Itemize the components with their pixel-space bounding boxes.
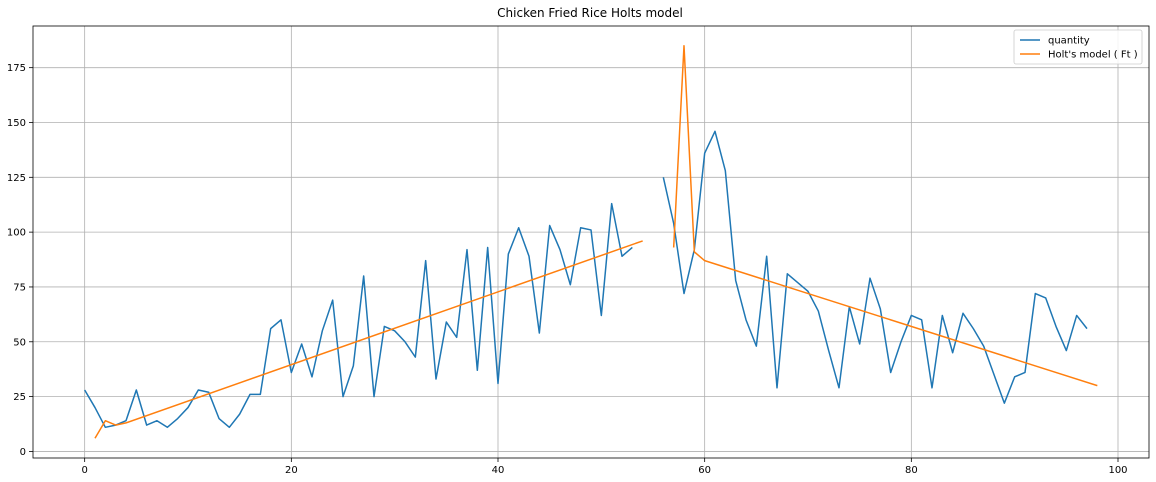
y-tick-label: 125 bbox=[7, 173, 26, 184]
y-tick-label: 175 bbox=[7, 63, 26, 74]
chart-title: Chicken Fried Rice Holts model bbox=[497, 6, 683, 20]
series-group bbox=[84, 44, 1098, 439]
legend: quantity Holt's model ( Ft ) bbox=[1013, 29, 1143, 65]
legend-label: Holt's model ( Ft ) bbox=[1048, 50, 1138, 61]
series-line bbox=[672, 44, 1098, 387]
y-tick-label: 75 bbox=[13, 282, 26, 293]
x-tick-label: 60 bbox=[698, 465, 711, 476]
y-axis: 0 25 50 75 100 125 150 175 bbox=[7, 63, 33, 458]
legend-box bbox=[1013, 29, 1143, 65]
y-tick-label: 25 bbox=[13, 392, 26, 403]
y-tick-label: 150 bbox=[7, 118, 26, 129]
x-tick-label: 20 bbox=[285, 465, 298, 476]
series-line bbox=[94, 240, 643, 439]
x-tick-label: 40 bbox=[492, 465, 505, 476]
x-tick-label: 0 bbox=[81, 465, 87, 476]
series-line bbox=[84, 202, 633, 429]
legend-label: quantity bbox=[1048, 36, 1090, 47]
x-tick-label: 100 bbox=[1108, 465, 1127, 476]
series-quantity bbox=[84, 130, 1088, 429]
x-axis: 0 20 40 60 80 100 bbox=[81, 458, 1128, 476]
plot-frame bbox=[32, 25, 1150, 459]
y-tick-label: 100 bbox=[7, 228, 26, 239]
x-tick-label: 80 bbox=[905, 465, 918, 476]
y-tick-label: 0 bbox=[20, 447, 26, 458]
y-tick-label: 50 bbox=[13, 337, 26, 348]
series-holts-model bbox=[94, 44, 1098, 439]
series-line bbox=[662, 130, 1088, 404]
